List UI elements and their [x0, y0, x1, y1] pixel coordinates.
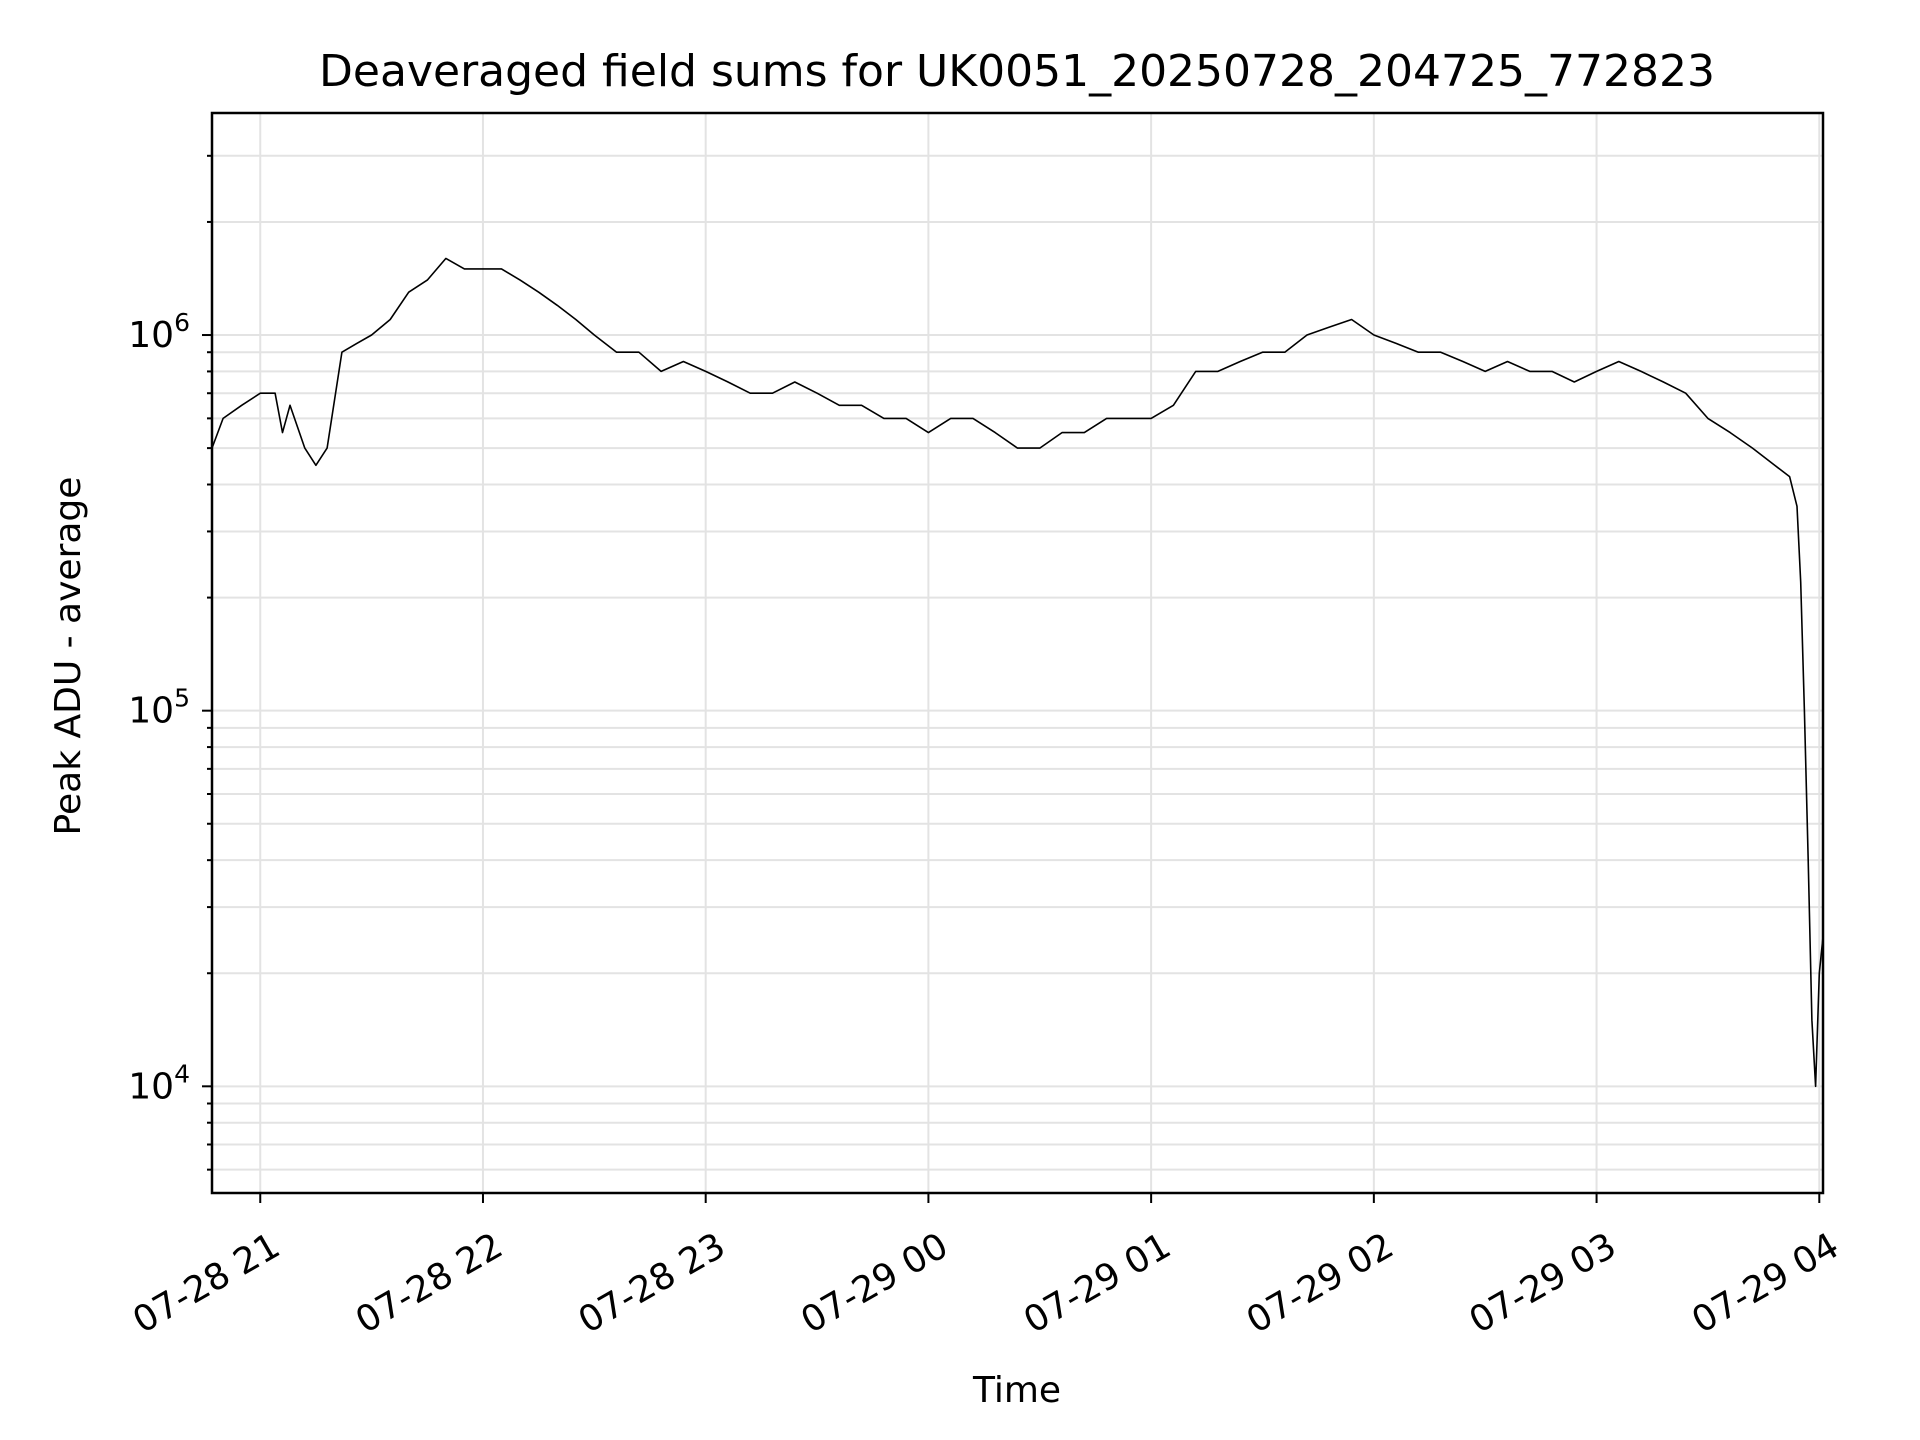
plot-frame	[210, 111, 1825, 1195]
series-line	[211, 257, 1824, 1088]
y-tick-exponent: 6	[174, 308, 190, 337]
y-tick-base: 10	[128, 691, 174, 732]
y-tick-label: 105	[128, 684, 190, 732]
x-axis-label: Time	[972, 1370, 1061, 1411]
y-tick-exponent: 4	[174, 1059, 190, 1088]
y-axis-label: Peak ADU - average	[48, 477, 89, 836]
chart-title: Deaveraged field sums for UK0051_2025072…	[319, 46, 1715, 97]
y-tick-label: 104	[128, 1059, 190, 1107]
y-tick-base: 10	[128, 315, 174, 356]
y-tick-label: 106	[128, 308, 190, 356]
y-tick-base: 10	[128, 1066, 174, 1107]
y-tick-exponent: 5	[174, 684, 190, 713]
